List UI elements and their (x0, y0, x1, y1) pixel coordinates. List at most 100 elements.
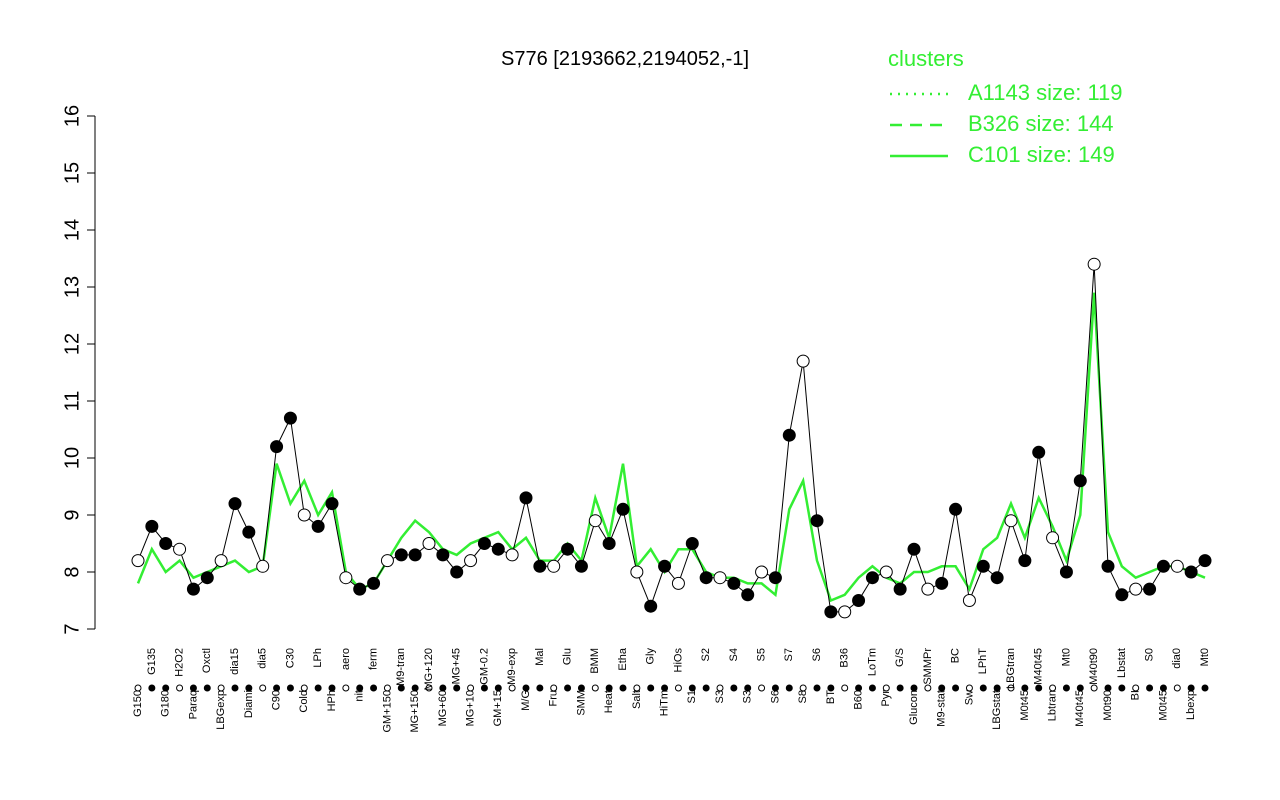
x-tick-label: Cold (298, 690, 310, 713)
x-tick-label: S7 (783, 648, 795, 661)
point (658, 559, 672, 573)
x-tick-dot (1201, 684, 1209, 692)
x-tick-label: HPh (326, 690, 338, 711)
point (173, 542, 187, 556)
y-tick-label: 13 (61, 276, 83, 298)
point (519, 491, 533, 505)
x-tick-dot (674, 684, 682, 692)
x-tick-dot (619, 684, 627, 692)
x-tick-label: BC (949, 648, 961, 663)
x-tick-label: S4 (728, 648, 740, 661)
x-tick-label: G180 (160, 690, 172, 717)
x-tick-label: HiOs (672, 648, 684, 673)
point (1073, 474, 1087, 488)
point (1115, 588, 1129, 602)
x-tick-dot (1049, 684, 1057, 692)
plot-area (95, 116, 1215, 629)
x-tick-dot (702, 684, 710, 692)
x-tick-label: Mal (534, 648, 546, 666)
x-tick-dot (231, 684, 239, 692)
x-tick-label: G135 (146, 648, 158, 675)
x-tick-label: C90 (270, 690, 282, 710)
x-tick-dot (564, 684, 572, 692)
point (1129, 582, 1143, 596)
point (824, 605, 838, 619)
x-tick-label: Paraq (187, 690, 199, 719)
y-tick-label: 15 (61, 162, 83, 184)
x-tick-label: GM+15 (492, 690, 504, 726)
x-tick-label: MG+10 (464, 690, 476, 726)
point (782, 428, 796, 442)
point (713, 571, 727, 585)
x-tick-dot (494, 684, 502, 692)
x-tick-dot (1132, 684, 1140, 692)
x-tick-label: BI (1130, 690, 1142, 700)
y-tick-label: 7 (61, 623, 83, 634)
x-tick-dot (730, 684, 738, 692)
point (547, 559, 561, 573)
x-tick-dot (328, 684, 336, 692)
point (353, 582, 367, 596)
y-tick-label: 10 (61, 447, 83, 469)
x-tick-label: SMM (575, 690, 587, 716)
x-tick-dot (536, 684, 544, 692)
point (505, 548, 519, 562)
point (1004, 514, 1018, 528)
point (588, 514, 602, 528)
x-tick-label: MG+150 (409, 690, 421, 733)
x-tick-dot (508, 684, 516, 692)
x-tick-dot (868, 684, 876, 692)
x-tick-dot (896, 684, 904, 692)
x-tick-dot (993, 684, 1001, 692)
x-tick-label: LBGstat (991, 690, 1003, 730)
x-tick-dot (370, 684, 378, 692)
x-tick-label: Fru (548, 690, 560, 707)
point (838, 605, 852, 619)
x-tick-label: BMM (589, 648, 601, 674)
x-tick-label: S2 (700, 648, 712, 661)
x-tick-label: M0t90 (1102, 690, 1114, 721)
x-tick-dot (1021, 684, 1029, 692)
point (145, 519, 159, 533)
point (380, 554, 394, 568)
x-tick-label: MG+60 (437, 690, 449, 726)
x-tick-label: aero (340, 648, 352, 670)
x-tick-dot (259, 684, 267, 692)
point (228, 497, 242, 511)
x-tick-dot (356, 684, 364, 692)
x-tick-dot (1146, 684, 1154, 692)
point (1046, 531, 1060, 545)
point (1143, 582, 1157, 596)
x-tick-dot (661, 684, 669, 692)
point (367, 576, 381, 590)
x-tick-dot (397, 684, 405, 692)
x-tick-dot (453, 684, 461, 692)
x-tick-dot (148, 684, 156, 692)
point (741, 588, 755, 602)
x-tick-label: S6 (811, 648, 823, 661)
point (796, 354, 810, 368)
x-tick-dot (688, 684, 696, 692)
x-tick-label: Mt0 (1199, 648, 1211, 666)
x-tick-dot (1173, 684, 1181, 692)
x-tick-label: S6 (769, 690, 781, 703)
x-tick-label: S5 (755, 648, 767, 661)
x-tick-dot (189, 684, 197, 692)
point (408, 548, 422, 562)
x-tick-dot (314, 684, 322, 692)
point (1184, 565, 1198, 579)
point (755, 565, 769, 579)
x-tick-label: M40t45 (1033, 648, 1045, 685)
x-tick-dot (176, 684, 184, 692)
x-tick-dot (577, 684, 585, 692)
x-tick-dot (467, 684, 475, 692)
x-tick-dot (217, 684, 225, 692)
point (699, 571, 713, 585)
x-tick-dot (203, 684, 211, 692)
x-tick-label: S0 (1143, 648, 1155, 661)
x-tick-dot (744, 684, 752, 692)
point (727, 576, 741, 590)
x-tick-label: Oxctl (201, 648, 213, 673)
x-tick-label: M40t90 (1088, 648, 1100, 685)
